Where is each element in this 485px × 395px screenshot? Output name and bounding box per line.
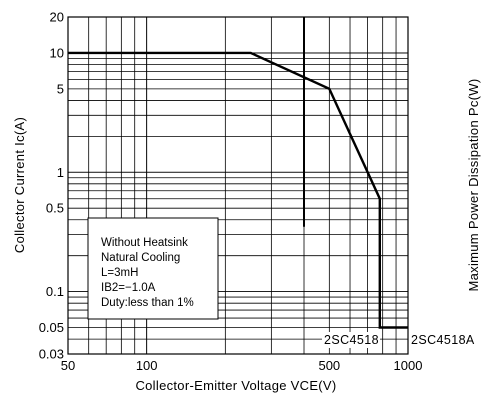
y-tick-label: 0.5	[46, 201, 64, 216]
series-layer	[68, 17, 408, 329]
annotation-line-3: L=3mH	[101, 267, 138, 279]
grid-lines	[68, 17, 408, 354]
annotation-line-1: Without Heatsink	[101, 237, 188, 249]
y-tick-label: 10	[50, 45, 64, 60]
y-tick-labels: 20 10 5 1 0.5 0.1 0.05 0.03	[39, 10, 64, 362]
annotation-line-5: Duty:less than 1%	[101, 297, 194, 309]
soa-boundary-line	[68, 51, 408, 329]
y-tick-label: 1	[57, 165, 64, 180]
x-axis-label: Collector-Emitter Voltage VCE(V)	[135, 378, 336, 393]
x-tick-label: 100	[136, 358, 158, 373]
annotation-line-2: Natural Cooling	[101, 252, 180, 264]
device-label-left: 2SC4518	[324, 333, 379, 347]
y-tick-label: 20	[50, 10, 64, 25]
device-label-right: 2SC4518A	[411, 333, 475, 347]
condition-box-bg	[87, 217, 219, 320]
y-tick-label: 0.05	[39, 320, 64, 335]
plot-frame	[67, 16, 409, 355]
device-label-left-bg	[322, 332, 380, 348]
y-tick-label: 0.1	[46, 284, 64, 299]
y2-axis-label: Maximum Power Dissipation Pc(W)	[466, 78, 481, 291]
x-tick-label: 500	[318, 358, 340, 373]
y-tick-label: 5	[57, 81, 64, 96]
x-tick-labels: 50 100 500 1000	[61, 358, 423, 373]
y-axis-label: Collector Current Ic(A)	[12, 117, 27, 253]
annotation-line-4: IB2=−1.0A	[101, 282, 156, 294]
x-tick-label: 50	[61, 358, 75, 373]
condition-box: Without Heatsink Natural Cooling L=3mH I…	[87, 217, 219, 320]
x-tick-label: 1000	[394, 358, 423, 373]
y-tick-label: 0.03	[39, 347, 64, 362]
